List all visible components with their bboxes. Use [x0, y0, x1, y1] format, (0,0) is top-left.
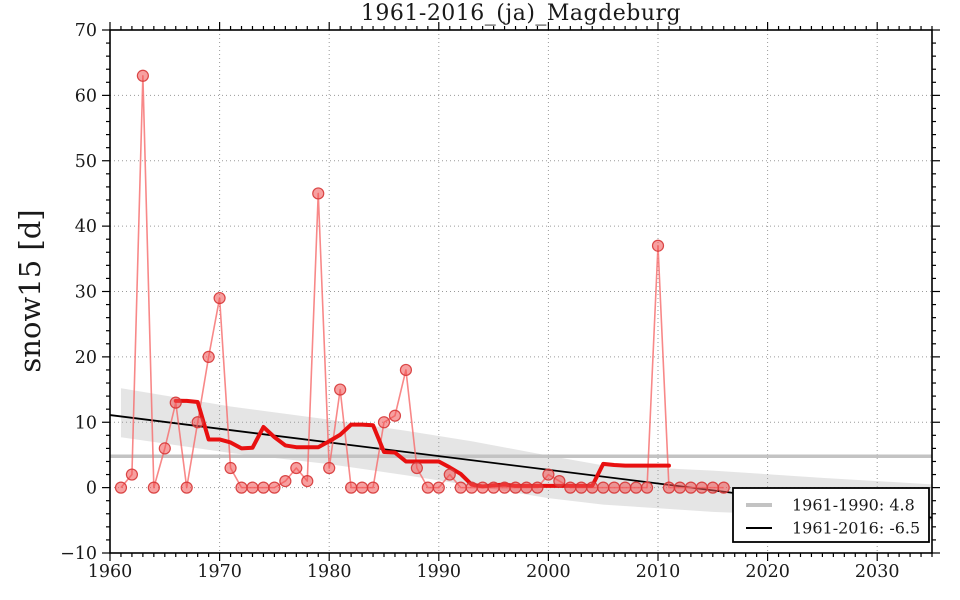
x-tick-label: 2010: [636, 562, 681, 582]
data-point-marker: [706, 481, 719, 494]
data-point-marker: [213, 291, 226, 305]
y-tick-label: 70: [75, 21, 97, 41]
data-point-marker: [651, 239, 665, 252]
data-point-marker: [334, 383, 347, 396]
data-point-marker: [202, 350, 215, 363]
data-point-marker: [684, 481, 697, 494]
data-point-marker: [608, 481, 621, 494]
data-point-marker: [377, 416, 391, 429]
data-point-marker: [476, 481, 489, 494]
x-tick-label: 2020: [745, 562, 790, 582]
data-point-marker: [279, 474, 292, 488]
data-point-marker: [257, 481, 270, 494]
data-point-marker: [410, 461, 423, 475]
data-point-marker: [366, 481, 380, 494]
x-tick-label: 2000: [526, 562, 571, 582]
y-axis-label: snow15 [d]: [13, 209, 47, 373]
data-point-marker: [246, 481, 259, 494]
data-point-marker: [235, 481, 248, 494]
x-tick-label: 1960: [88, 562, 133, 582]
data-point-marker: [597, 481, 610, 494]
data-point-marker: [575, 481, 588, 494]
data-point-marker: [695, 481, 708, 494]
data-point-marker: [553, 474, 566, 488]
data-point-marker: [509, 481, 522, 494]
data-point-marker: [169, 396, 182, 409]
data-point-marker: [564, 481, 577, 494]
y-tick-label: −10: [60, 544, 97, 564]
legend-box: [732, 487, 930, 543]
data-point-marker: [454, 481, 467, 494]
legend: 1961-1990: 4.8 1961-2016: -6.5: [732, 487, 930, 543]
data-point-marker: [301, 474, 314, 488]
y-tick-label: 60: [75, 86, 97, 106]
chart-title: 1961-2016_(ja)_Magdeburg: [360, 1, 682, 26]
data-point-marker: [619, 481, 632, 494]
data-point-marker: [421, 481, 434, 494]
data-point-marker: [114, 481, 128, 494]
data-point-marker: [191, 416, 204, 429]
y-tick-label: 30: [75, 283, 97, 303]
x-tick-label: 1980: [307, 562, 352, 582]
data-point-marker: [662, 481, 676, 494]
y-tick-label: 0: [86, 479, 97, 499]
data-point-marker: [465, 481, 478, 494]
data-point-marker: [542, 468, 555, 481]
data-point-marker: [345, 481, 358, 494]
data-point-marker: [520, 481, 533, 494]
data-point-marker: [147, 481, 160, 494]
data-point-marker: [224, 461, 237, 475]
data-point-marker: [158, 442, 171, 455]
data-point-marker: [717, 481, 730, 494]
data-point-marker: [290, 461, 303, 475]
data-point-marker: [388, 409, 402, 422]
data-point-marker: [443, 468, 456, 481]
data-point-marker: [640, 481, 654, 494]
data-point-marker: [180, 481, 193, 494]
data-point-marker: [399, 363, 413, 377]
data-point-marker: [136, 69, 149, 82]
legend-entry-label: 1961-2016: -6.5: [792, 519, 920, 538]
x-tick-label: 2030: [855, 562, 900, 582]
data-point-marker: [312, 187, 325, 200]
data-point-marker: [323, 461, 336, 475]
data-point-marker: [487, 481, 500, 494]
data-point-marker: [268, 481, 281, 494]
y-tick-label: 40: [75, 217, 97, 237]
y-tick-label: 10: [75, 413, 97, 433]
legend-entry-label: 1961-1990: 4.8: [792, 496, 915, 515]
data-point-marker: [498, 481, 511, 494]
data-point-marker: [432, 481, 445, 494]
data-point-marker: [586, 481, 599, 494]
y-tick-label: 20: [75, 348, 97, 368]
data-point-marker: [629, 481, 643, 494]
y-tick-label: 50: [75, 152, 97, 172]
x-tick-label: 1990: [417, 562, 462, 582]
data-point-marker: [125, 468, 139, 481]
x-tick-label: 1970: [197, 562, 242, 582]
data-markers: [114, 69, 730, 494]
data-point-marker: [355, 481, 369, 494]
data-point-marker: [673, 481, 687, 494]
data-point-marker: [531, 481, 544, 494]
axis-ticks: [102, 22, 940, 561]
tick-labels: 1960 1970 1980 1990 2000 2010 2020 2030−1001020…: [60, 21, 899, 582]
